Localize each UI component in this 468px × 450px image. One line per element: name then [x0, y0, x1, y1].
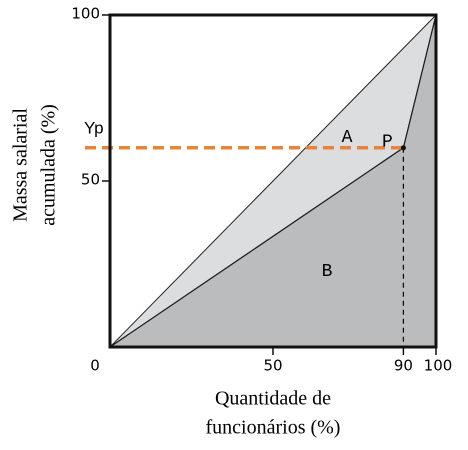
x-tick-label: 100 — [424, 357, 453, 375]
point-p — [400, 145, 406, 151]
x-axis-title: Quantidade de — [215, 388, 331, 410]
x-tick-label: 0 — [90, 357, 100, 375]
y-tick-label: 100 — [71, 5, 100, 23]
x-tick-label: 50 — [263, 357, 282, 375]
region-label: B — [322, 262, 333, 282]
x-axis-title: funcionários (%) — [206, 417, 341, 439]
y-axis-title: Massa salarial — [10, 108, 32, 222]
y-axis-title: acumulada (%) — [38, 104, 60, 226]
y-tick-label: 50 — [81, 171, 100, 189]
point-label: P — [382, 133, 393, 153]
region-label: A — [342, 128, 353, 148]
reference-label: Yp — [84, 118, 104, 137]
x-tick-label: 90 — [394, 357, 413, 375]
